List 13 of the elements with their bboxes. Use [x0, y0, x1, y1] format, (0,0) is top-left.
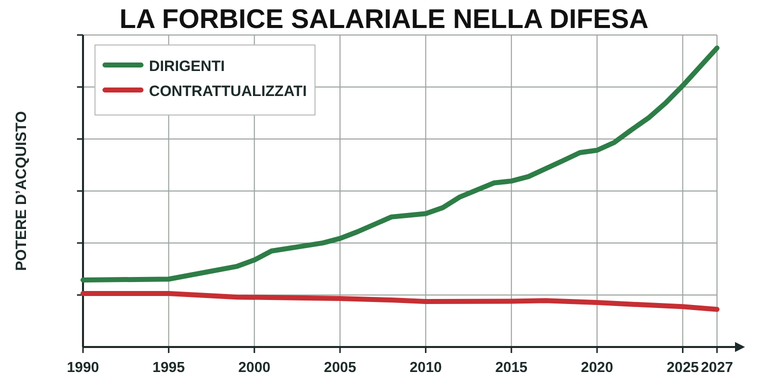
- legend-label: CONTRATTUALIZZATI: [149, 83, 307, 100]
- x-tick-label: 1995: [152, 360, 185, 376]
- x-tick-label: 1990: [66, 360, 100, 376]
- x-tick-label: 2027: [700, 360, 734, 376]
- x-tick-label: 2000: [238, 360, 270, 376]
- y-axis-title: POTERE D’ACQUISTO: [13, 110, 30, 271]
- x-tick-label: 2020: [580, 360, 614, 376]
- x-tick-label: 2010: [410, 360, 442, 376]
- chart-title: LA FORBICE SALARIALE NELLA DIFESA: [120, 4, 648, 34]
- x-tick-label: 2015: [495, 360, 528, 376]
- legend-label: DIRIGENTI: [149, 58, 225, 75]
- x-tick-label: 2005: [324, 360, 356, 376]
- x-tick-label: 2025: [666, 360, 699, 376]
